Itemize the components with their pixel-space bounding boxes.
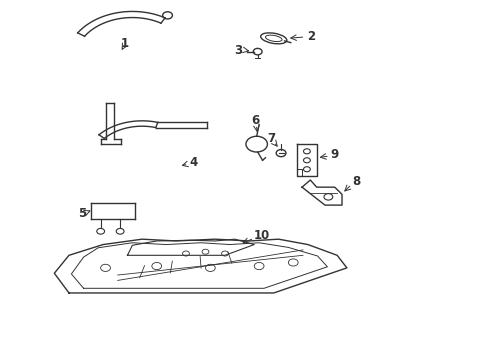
Text: 1: 1 <box>121 37 129 50</box>
Text: 9: 9 <box>330 148 338 161</box>
Text: 7: 7 <box>267 132 275 145</box>
Text: 6: 6 <box>251 114 259 127</box>
Text: 4: 4 <box>189 156 197 169</box>
Text: 5: 5 <box>78 207 86 220</box>
Text: 3: 3 <box>234 44 242 57</box>
Text: 2: 2 <box>306 30 314 44</box>
Text: 10: 10 <box>253 229 269 242</box>
Text: 8: 8 <box>352 175 360 188</box>
